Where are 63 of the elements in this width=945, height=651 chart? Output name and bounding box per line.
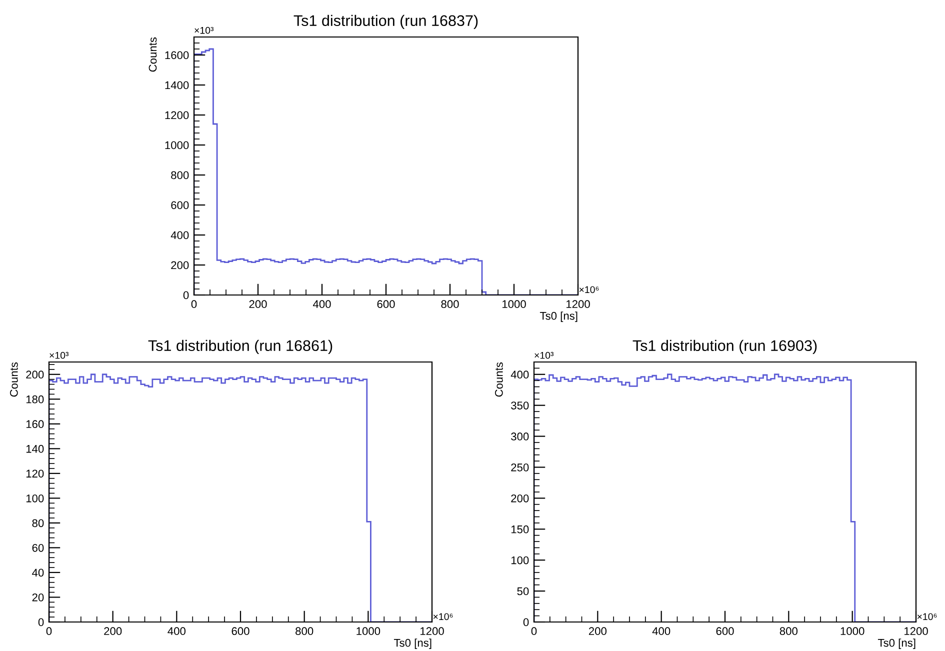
y-tick-label: 50 (517, 587, 529, 596)
x-tick-label: 1200 (566, 300, 590, 308)
y-tick-label: 200 (26, 370, 44, 379)
x-tick-label: 200 (104, 627, 122, 636)
chart-title: Ts1 distribution (run 16861) (148, 340, 332, 354)
text: ×10³ (50, 352, 69, 359)
x-tick-label: 1000 (356, 627, 380, 636)
x-tick-label: 0 (531, 627, 537, 636)
text: ×10³ (194, 26, 214, 34)
y-axis-title: Counts (494, 362, 503, 397)
y-tick-label: 160 (26, 420, 44, 428)
x-tick-label: 1000 (840, 627, 864, 636)
y-axis-title: Counts (148, 37, 157, 72)
y-tick-label: 0 (523, 618, 529, 626)
x-tick-label: 200 (249, 300, 267, 308)
chart-title: Ts1 distribution (run 16837) (294, 14, 478, 30)
x-tick-label: 200 (588, 627, 606, 636)
text: ×10⁶ (579, 286, 599, 294)
y-tick-label: 40 (32, 568, 44, 577)
x-axis-title: Ts0 [ns] (540, 312, 578, 322)
x-axis-title: Ts0 [ns] (394, 638, 432, 649)
x-tick-label: 1200 (420, 627, 444, 636)
y-tick-label: 0 (183, 291, 189, 300)
y-tick-label: 400 (510, 370, 529, 379)
text: ×10⁶ (917, 613, 937, 620)
x-tick-label: 400 (652, 627, 670, 636)
y-tick-label: 200 (511, 494, 529, 502)
x-tick-label: 0 (191, 300, 197, 308)
x-tick-label: 800 (441, 300, 459, 308)
y-tick-label: 100 (511, 556, 529, 564)
y-tick-label: 80 (32, 519, 44, 528)
y-tick-label: 100 (26, 494, 44, 502)
y-tick-label: 150 (511, 525, 529, 534)
y-tick-label: 1600 (165, 51, 189, 60)
y-tick-label: 0 (38, 618, 44, 626)
y-tick-label: 600 (171, 201, 189, 210)
y-tick-label: 350 (511, 402, 529, 410)
y-tick-label: 140 (26, 444, 44, 453)
y-tick-label: 1400 (165, 81, 189, 90)
y-tick-label: 400 (170, 231, 189, 240)
y-axis-title: Counts (10, 362, 18, 397)
text: ×10³ (534, 352, 554, 359)
x-tick-label: 600 (232, 627, 250, 636)
chart-title: Ts1 distribution (run 16903) (632, 340, 817, 354)
y-tick-label: 200 (171, 261, 189, 270)
x-tick-label: 1200 (904, 627, 928, 636)
text: ×10⁶ (433, 613, 453, 620)
y-tick-label: 1200 (165, 111, 189, 120)
y-tick-label: 1000 (165, 141, 189, 150)
x-tick-label: 600 (377, 300, 395, 308)
y-tick-label: 250 (511, 464, 529, 472)
x-tick-label: 400 (312, 300, 331, 308)
x-tick-label: 600 (716, 627, 734, 636)
y-tick-label: 60 (32, 544, 44, 552)
y-tick-label: 180 (26, 395, 44, 404)
x-tick-label: 800 (780, 627, 798, 636)
x-tick-label: 0 (46, 627, 52, 636)
y-tick-label: 20 (32, 594, 44, 602)
x-axis-title: Ts0 [ns] (878, 638, 916, 649)
y-tick-label: 800 (171, 171, 189, 180)
y-tick-label: 120 (26, 470, 44, 478)
x-tick-label: 800 (296, 627, 314, 636)
y-tick-label: 300 (511, 432, 529, 440)
